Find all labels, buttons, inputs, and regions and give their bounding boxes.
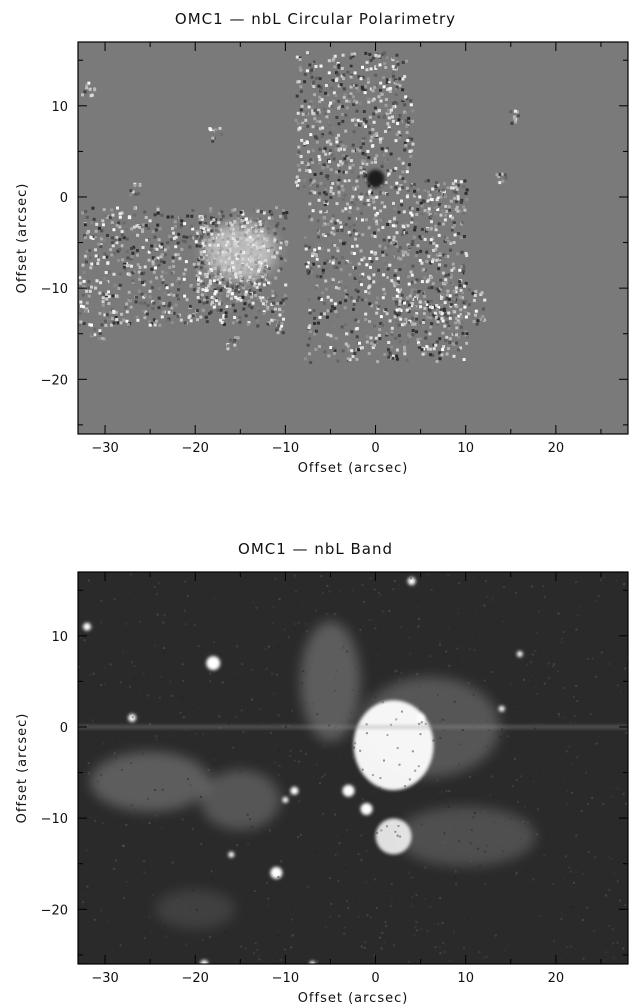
y-tick-label: −20 bbox=[41, 373, 68, 388]
y-tick-label: 10 bbox=[51, 630, 68, 645]
polarimetry-title: OMC1 — nbL Circular Polarimetry bbox=[174, 10, 457, 28]
polarimetry-x-axis-title: Offset (arcsec) bbox=[298, 461, 409, 476]
x-tick-label: −10 bbox=[272, 441, 299, 456]
x-tick-label: −20 bbox=[181, 971, 208, 986]
polarimetry-panel: OMC1 — nbL Circular Polarimetry −30 −20 −1… bbox=[0, 0, 631, 476]
y-tick-label: −20 bbox=[41, 903, 68, 918]
y-tick-label: 0 bbox=[60, 191, 68, 206]
x-tick-label: 0 bbox=[371, 971, 379, 986]
band-y-axis-title: Offset (arcsec) bbox=[15, 713, 30, 824]
x-tick-label: 10 bbox=[457, 441, 474, 456]
band-x-axis-title: Offset (arcsec) bbox=[298, 991, 409, 1005]
x-tick-label: −30 bbox=[91, 441, 118, 456]
y-tick-label: −10 bbox=[41, 282, 68, 297]
x-tick-label: −30 bbox=[91, 971, 118, 986]
band-plot-frame bbox=[77, 571, 629, 965]
x-tick-label: −10 bbox=[272, 971, 299, 986]
band-plot: −30 −20 −10 0 10 20 10 0 −10 −20 Offset (arcsec) Of… bbox=[15, 571, 629, 1005]
x-tick-label: 20 bbox=[548, 971, 565, 986]
band-panel: OMC1 — nbL Band −30 −20 −10 0 10 20 10 0 −10 −20 O… bbox=[0, 530, 631, 1005]
y-tick-label: 10 bbox=[51, 100, 68, 115]
x-tick-label: 20 bbox=[548, 441, 565, 456]
band-image bbox=[78, 572, 628, 964]
polarimetry-y-axis-title: Offset (arcsec) bbox=[15, 183, 30, 294]
polarimetry-plot-frame bbox=[77, 41, 629, 435]
polarimetry-image-background bbox=[78, 42, 628, 434]
x-tick-label: −20 bbox=[181, 441, 208, 456]
band-title: OMC1 — nbL Band bbox=[238, 540, 393, 558]
y-tick-label: 0 bbox=[60, 721, 68, 736]
polarimetry-plot: −30 −20 −10 0 10 20 10 0 −10 −20 Offset (arcsec) Of… bbox=[15, 41, 629, 476]
x-tick-label: 10 bbox=[457, 971, 474, 986]
polarimetry-image bbox=[78, 42, 628, 434]
y-tick-label: −10 bbox=[41, 812, 68, 827]
band-ticks bbox=[78, 572, 628, 964]
x-tick-label: 0 bbox=[371, 441, 379, 456]
polarimetry-ticks bbox=[78, 42, 628, 434]
